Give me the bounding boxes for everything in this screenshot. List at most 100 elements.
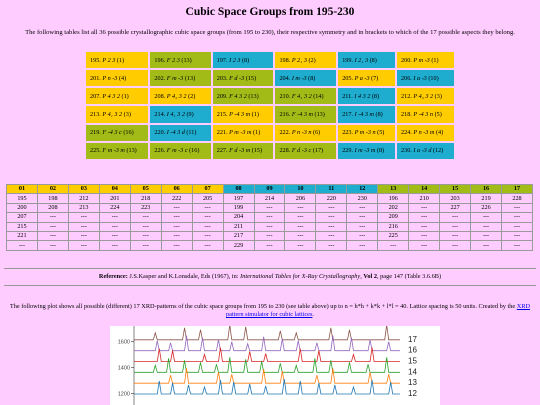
aspect-cell: --- — [160, 202, 193, 214]
aspect-cell: 213 — [67, 202, 100, 214]
space-group-symbol: P n -3 — [102, 74, 118, 82]
space-group-symbol: P 4₂ 3 2 — [166, 92, 187, 100]
space-group-number: 224. — [401, 129, 414, 137]
xrd-pattern-line — [134, 368, 400, 384]
space-group-symbol: F 4₁ 3 2 — [291, 92, 312, 100]
aspect-cell: 219 — [470, 193, 502, 204]
aspect-header: 01 — [6, 183, 38, 195]
space-group-symbol: F m -3 m — [102, 147, 125, 155]
aspect-cell: 225 — [377, 230, 410, 242]
space-group-number: 222. — [279, 129, 292, 137]
space-group-symbol: P 4₁ 3 2 — [102, 111, 123, 119]
space-group-number: 196. — [154, 56, 167, 64]
aspect-header: 15 — [439, 183, 472, 195]
space-group-symbol: I m -3 m — [354, 147, 376, 155]
aspect-cell: --- — [470, 240, 502, 251]
space-group-symbol: F -4 3 m — [291, 111, 313, 119]
aspect-cell: 195 — [6, 193, 38, 204]
aspect-cell: --- — [470, 221, 502, 232]
space-group-cell: 201. P n -3 (4) — [83, 68, 151, 89]
space-group-aspect: (13) — [179, 56, 192, 64]
space-group-symbol: I a -3 d — [413, 147, 432, 155]
space-group-aspect: (16) — [187, 147, 200, 155]
space-group-row: 195. P 2 3 (1) 196. F 2 3 (13) 197. I 2 3 … — [83, 49, 456, 71]
space-group-cell: 203. F d -3 (15) — [210, 68, 276, 89]
space-group-aspect: (2) — [186, 92, 196, 100]
space-group-aspect: (4) — [117, 74, 127, 82]
aspect-header: 11 — [315, 183, 348, 195]
space-group-aspect: (4) — [434, 129, 444, 137]
space-group-number: 219. — [90, 129, 103, 137]
space-group-number: 204. — [279, 74, 292, 82]
space-group-symbol: P a -3 — [354, 74, 370, 82]
aspect-cell: --- — [253, 230, 286, 242]
aspect-cell: 208 — [36, 202, 69, 214]
space-group-aspect: (1) — [251, 129, 261, 137]
aspect-cell: --- — [36, 212, 69, 223]
aspect-cell: --- — [160, 240, 193, 251]
aspect-cell: 198 — [36, 193, 69, 204]
aspect-cell: 227 — [439, 202, 472, 214]
space-group-cell: 210. F 4₁ 3 2 (14) — [273, 86, 339, 107]
space-group-number: 225. — [90, 147, 103, 155]
space-group-aspect: (3) — [433, 92, 442, 100]
aspect-row: --- --- --- --- --- --- --- 229 --- --- --- --- --- -… — [6, 240, 533, 251]
y-tick-label: 1600 — [118, 340, 130, 346]
space-group-cell: 195. P 2 3 (1) — [83, 49, 151, 71]
aspect-cell: --- — [346, 240, 379, 251]
space-group-table: 195. P 2 3 (1) 196. F 2 3 (13) 197. I 2 3 … — [83, 49, 456, 162]
space-group-cell: 213. P 4₁ 3 2 (3) — [83, 104, 151, 125]
reference-pages: , page 147 (Table 3.6.6B) — [376, 273, 442, 280]
space-group-aspect: (14) — [311, 92, 324, 100]
aspect-cell: 209 — [377, 212, 410, 223]
space-group-symbol: I 4₁ 3 2 — [166, 111, 185, 119]
aspect-cell: --- — [315, 202, 348, 214]
space-group-cell: 217. I -4 3 m (8) — [336, 104, 397, 125]
space-group-symbol: I a -3 — [413, 74, 427, 82]
aspect-cell: --- — [315, 221, 348, 232]
aspect-cell: --- — [67, 221, 100, 232]
space-group-aspect: (13) — [246, 92, 259, 100]
aspect-cell: --- — [439, 221, 472, 232]
aspect-cell: --- — [284, 221, 317, 232]
aspect-cell: 204 — [222, 212, 255, 223]
space-group-aspect: (16) — [121, 129, 134, 137]
aspect-cell: 212 — [67, 193, 100, 204]
space-group-aspect: (10) — [426, 74, 439, 82]
aspect-cell: 221 — [6, 230, 38, 242]
space-group-row: 213. P 4₁ 3 2 (3) 214. I 4₁ 3 2 (9) 215. P… — [83, 104, 456, 125]
space-group-cell: 197. I 2 3 (8) — [210, 49, 276, 71]
space-group-aspect: (8) — [370, 92, 380, 100]
intro-text: The following tables list all 36 possibl… — [25, 29, 515, 36]
aspect-cell: 226 — [470, 202, 502, 214]
space-group-aspect: (8) — [240, 56, 250, 64]
aspect-cell: --- — [470, 230, 502, 242]
aspect-cell: --- — [501, 240, 533, 251]
aspect-header: 07 — [191, 183, 224, 195]
space-group-number: 223. — [342, 129, 355, 137]
space-group-number: 208. — [154, 92, 167, 100]
plot-description: The following plot shows all possible (d… — [4, 303, 536, 319]
y-tick-label: 1400 — [118, 366, 130, 372]
reference-authors: J.S.Kasper and K.Lonsdale, Eds (1967), i… — [129, 273, 239, 280]
xrd-simulator-link[interactable]: XRD pattern simulator for cubic lattices — [226, 303, 531, 319]
space-group-aspect: (12) — [431, 147, 444, 155]
aspect-cell: 220 — [315, 193, 348, 204]
space-group-aspect: (9) — [184, 111, 194, 119]
space-group-symbol: F m -3 c — [166, 147, 188, 155]
space-group-symbol: F 2 3 — [166, 56, 180, 64]
aspect-cell: --- — [253, 240, 286, 251]
series-label: 15 — [408, 357, 417, 366]
aspect-cell: --- — [160, 212, 193, 223]
aspect-cell: 199 — [222, 202, 255, 214]
aspect-row: 207 --- --- --- --- --- --- 204 --- --- --- --- 209-… — [6, 212, 533, 223]
space-group-aspect: (6) — [311, 129, 321, 137]
aspect-cell: 216 — [377, 221, 410, 232]
space-group-number: 227. — [216, 147, 230, 155]
page-title: Cubic Space Groups from 195-230 — [185, 6, 355, 18]
space-group-number: 217. — [342, 111, 355, 119]
xrd-pattern-line — [134, 335, 400, 352]
space-group-cell: 222. P n -3 n (6) — [273, 122, 339, 143]
aspect-cell: 223 — [129, 202, 162, 214]
space-group-symbol: I m -3 — [291, 74, 307, 82]
